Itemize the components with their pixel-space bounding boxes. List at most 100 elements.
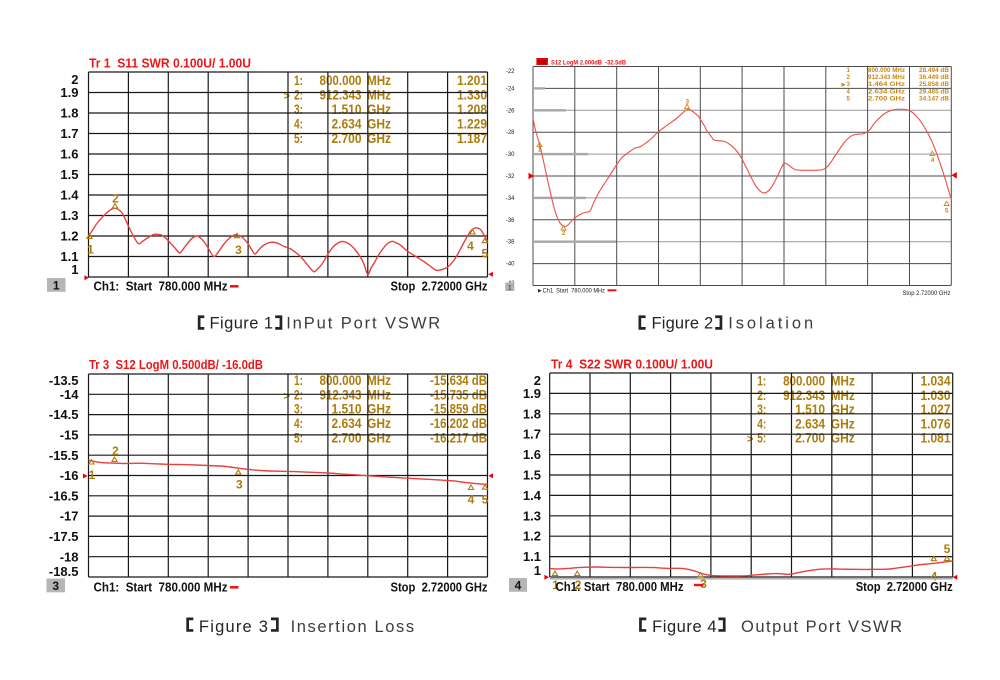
svg-text:-38: -38 <box>506 240 515 246</box>
svg-text:2: 2 <box>112 444 119 458</box>
svg-text:912.343: 912.343 <box>320 86 362 102</box>
svg-text:912.343: 912.343 <box>783 387 825 403</box>
svg-text:►Ch1 Start 780.000 MHz: ►Ch1 Start 780.000 MHz <box>537 288 605 295</box>
svg-text:2.700: 2.700 <box>332 130 362 146</box>
svg-text:4: 4 <box>468 493 475 507</box>
svg-text:1.030: 1.030 <box>921 387 951 403</box>
svg-text:5:: 5: <box>294 130 303 146</box>
svg-text:1.229: 1.229 <box>457 115 487 131</box>
svg-text:-16: -16 <box>60 468 79 483</box>
svg-text:-24: -24 <box>506 86 515 92</box>
svg-text:3:: 3: <box>294 401 303 417</box>
svg-text:Ch1: Start 780.000 MHz: Ch1: Start 780.000 MHz <box>94 580 228 595</box>
svg-text:1.1: 1.1 <box>523 549 541 564</box>
svg-text:1.464 GHz: 1.464 GHz <box>868 81 905 88</box>
svg-text:1.2: 1.2 <box>523 529 541 544</box>
svg-text:-40: -40 <box>506 262 515 268</box>
svg-text:800.000: 800.000 <box>320 372 362 388</box>
svg-text:2.700: 2.700 <box>795 430 825 446</box>
svg-text:34.147 dB: 34.147 dB <box>919 96 950 103</box>
svg-text:-15.5: -15.5 <box>49 448 79 463</box>
svg-text:800.000: 800.000 <box>783 373 825 389</box>
svg-text:1.7: 1.7 <box>523 427 541 442</box>
svg-text:-17.5: -17.5 <box>49 529 79 544</box>
svg-text:GHz: GHz <box>831 401 855 417</box>
svg-text:1.081: 1.081 <box>921 430 951 446</box>
svg-text:MHz: MHz <box>367 72 391 88</box>
svg-text:36.449 dB: 36.449 dB <box>919 74 950 81</box>
svg-text:3: 3 <box>52 579 59 593</box>
svg-text:1:: 1: <box>757 373 766 389</box>
svg-text:3: 3 <box>685 98 689 105</box>
svg-text:InPut Port VSWR: InPut Port VSWR <box>286 314 440 332</box>
svg-text:Ch1: Start 780.000 MHz: Ch1: Start 780.000 MHz <box>556 579 684 594</box>
svg-text:Tr 4 S22 SWR 0.100U/ 1.00U: Tr 4 S22 SWR 0.100U/ 1.00U <box>551 357 713 372</box>
svg-text:-13.5: -13.5 <box>49 373 79 388</box>
svg-text:1:: 1: <box>294 372 303 388</box>
svg-text:-22: -22 <box>506 69 515 75</box>
svg-text:MHz: MHz <box>367 372 391 388</box>
svg-text:5: 5 <box>482 493 489 507</box>
svg-text:-34: -34 <box>506 196 515 202</box>
svg-text:-16.217 dB: -16.217 dB <box>430 430 487 446</box>
svg-text:4:: 4: <box>294 115 303 131</box>
svg-text:Stop 2.72000 GHz: Stop 2.72000 GHz <box>903 290 951 297</box>
svg-text:4: 4 <box>847 88 851 95</box>
svg-text:2: 2 <box>562 230 566 237</box>
svg-text:4:: 4: <box>757 415 766 431</box>
svg-text:Figure 4: Figure 4 <box>652 618 716 636</box>
svg-text:28.494 dB: 28.494 dB <box>919 67 950 74</box>
svg-text:-16.5: -16.5 <box>49 488 79 503</box>
svg-text:Isolation: Isolation <box>728 314 813 332</box>
svg-text:3: 3 <box>235 243 242 257</box>
svg-text:1.027: 1.027 <box>921 401 951 417</box>
svg-text:-18.5: -18.5 <box>49 564 79 579</box>
svg-text:Tr 1 S11 SWR 0.100U/ 1.00U: Tr 1 S11 SWR 0.100U/ 1.00U <box>89 56 251 71</box>
svg-text:▶: ▶ <box>841 82 847 88</box>
svg-text:2.700: 2.700 <box>332 430 362 446</box>
svg-text:MHz: MHz <box>367 86 391 102</box>
svg-text:3: 3 <box>236 477 243 491</box>
svg-text:1.034: 1.034 <box>921 373 951 389</box>
svg-text:-14: -14 <box>60 387 80 402</box>
svg-text:-36: -36 <box>506 218 515 224</box>
svg-text:Stop 2.72000 GHz: Stop 2.72000 GHz <box>391 279 488 294</box>
svg-text:1.510: 1.510 <box>332 401 362 417</box>
svg-text:>: > <box>284 390 290 402</box>
svg-text:2: 2 <box>71 72 78 87</box>
svg-text:1.1: 1.1 <box>60 249 78 264</box>
svg-text:-26: -26 <box>506 108 515 114</box>
svg-text:S12 LogM 2.000dB -32.5dB: S12 LogM 2.000dB -32.5dB <box>551 60 626 67</box>
svg-text:2: 2 <box>575 578 582 592</box>
svg-text:-15.859 dB: -15.859 dB <box>430 401 487 417</box>
svg-text:1.4: 1.4 <box>60 187 79 202</box>
svg-text:GHz: GHz <box>367 115 391 131</box>
svg-text:1.6: 1.6 <box>523 447 541 462</box>
svg-text:5: 5 <box>945 208 949 215</box>
svg-text:3: 3 <box>700 577 707 591</box>
svg-text:Insertion Loss: Insertion Loss <box>291 618 415 636</box>
svg-text:800.000: 800.000 <box>320 72 362 88</box>
svg-text:1.9: 1.9 <box>523 386 541 401</box>
svg-text:5:: 5: <box>757 430 766 446</box>
svg-text:Tr 3 S12 LogM 0.500dB/ -16.0d: Tr 3 S12 LogM 0.500dB/ -16.0dB <box>89 357 263 372</box>
svg-text:1.187: 1.187 <box>457 130 487 146</box>
svg-text:2.634: 2.634 <box>332 415 362 431</box>
svg-text:3: 3 <box>847 81 851 88</box>
svg-text:2.634: 2.634 <box>795 415 825 431</box>
svg-text:2:: 2: <box>757 387 766 403</box>
svg-text:2.634: 2.634 <box>332 115 362 131</box>
svg-text:MHz: MHz <box>831 373 855 389</box>
svg-text:Figure 3: Figure 3 <box>199 618 268 636</box>
svg-text:2: 2 <box>534 373 541 388</box>
svg-text:1.510: 1.510 <box>795 401 825 417</box>
svg-text:29.485 dB: 29.485 dB <box>919 88 950 95</box>
svg-text:4: 4 <box>467 239 474 253</box>
svg-text:1.076: 1.076 <box>921 415 951 431</box>
svg-text:GHz: GHz <box>367 130 391 146</box>
svg-text:1: 1 <box>534 563 541 578</box>
svg-text:25.858 dB: 25.858 dB <box>919 81 950 88</box>
svg-text:2:: 2: <box>294 86 303 102</box>
svg-text:1.5: 1.5 <box>523 468 541 483</box>
svg-text:Stop 2.72000 GHz: Stop 2.72000 GHz <box>391 580 488 595</box>
